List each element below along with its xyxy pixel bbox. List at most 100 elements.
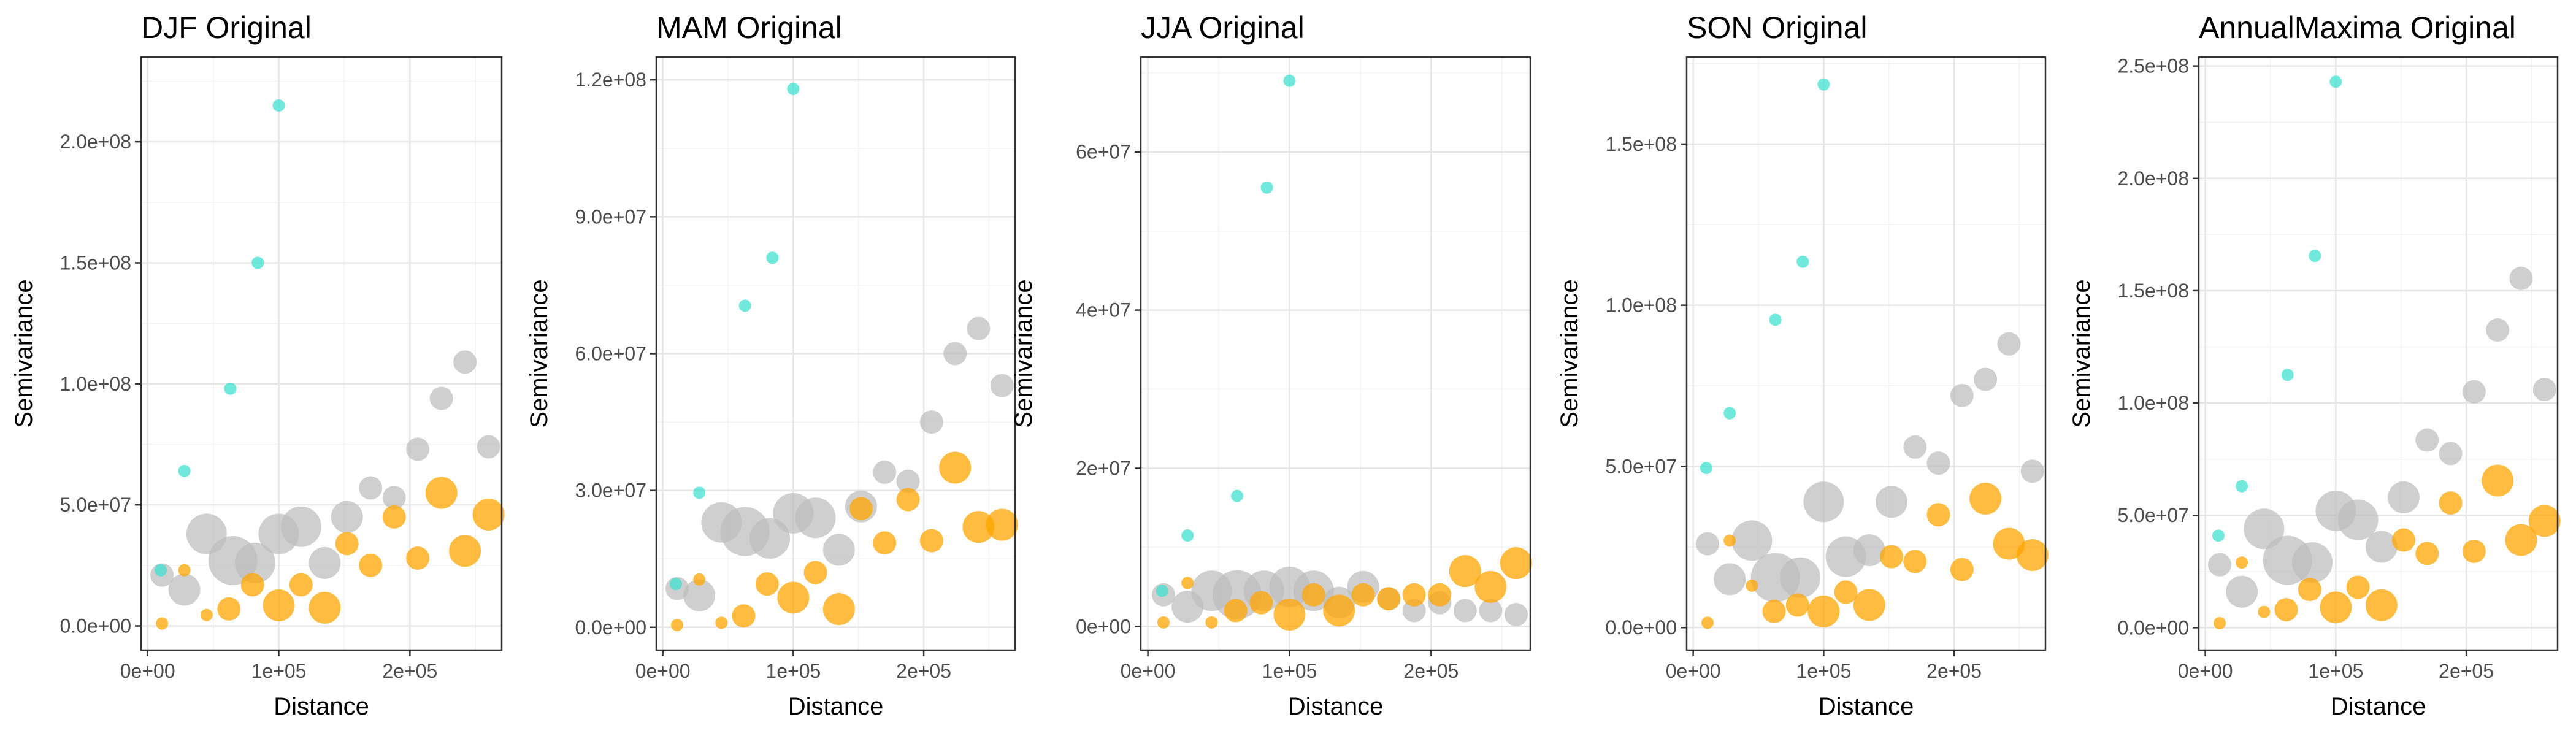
y-tick-label: 1.5e+08 — [59, 251, 131, 274]
orange-point — [240, 573, 264, 597]
y-tick-label: 2.0e+08 — [59, 131, 131, 153]
orange-point — [335, 532, 359, 556]
panel-5: 0e+00 1e+05 2e+05 0.0e+00 5.0e+07 1.0e+08 1.5e… — [2068, 10, 2561, 720]
orange-point — [2236, 556, 2248, 569]
panel-title: DJF Original — [141, 10, 312, 45]
orange-point — [425, 477, 458, 509]
y-tick-label: 1.5e+08 — [2117, 280, 2189, 302]
gray-point — [943, 342, 967, 366]
y-axis-title: Semivariance — [10, 279, 37, 427]
y-axis-title: Semivariance — [1556, 279, 1583, 427]
gray-point — [1950, 383, 1974, 407]
x-tick-label: 0e+00 — [1666, 660, 1721, 682]
gray-point — [406, 437, 430, 461]
orange-point — [896, 488, 920, 512]
gray-point — [280, 506, 321, 547]
x-tick-label: 2e+05 — [1403, 660, 1459, 682]
gray-point — [2415, 428, 2439, 452]
y-axis-title: Semivariance — [526, 279, 553, 427]
gray-point — [1453, 599, 1477, 623]
orange-point — [1273, 598, 1306, 631]
gray-point — [1479, 599, 1503, 623]
gray-point — [2244, 508, 2285, 550]
orange-point — [919, 529, 943, 553]
gray-point — [2365, 531, 2398, 563]
gray-point — [453, 350, 477, 374]
y-tick-label: 0.0e+00 — [1605, 616, 1677, 638]
orange-point — [755, 572, 779, 596]
x-tick-label: 0e+00 — [1121, 660, 1176, 682]
y-tick-label: 1.0e+08 — [2117, 392, 2189, 414]
gray-point — [896, 469, 920, 493]
orange-point — [1249, 591, 1273, 615]
orange-point — [671, 619, 684, 632]
x-tick-label: 1e+05 — [251, 660, 307, 682]
orange-point — [939, 451, 972, 484]
orange-point — [2505, 524, 2537, 556]
orange-point — [178, 564, 191, 577]
orange-point — [200, 608, 213, 621]
gray-point — [2337, 499, 2379, 540]
y-tick-label: 1.0e+08 — [59, 373, 131, 395]
cyan-point — [1817, 78, 1830, 91]
cyan-point — [2212, 529, 2225, 542]
orange-point — [1723, 534, 1736, 547]
orange-point — [1157, 616, 1170, 629]
panel-1: 0e+00 1e+05 2e+05 0.0e+00 5.0e+07 1.0e+08 1.5e… — [10, 10, 505, 720]
cyan-point — [738, 299, 751, 312]
gray-point — [2387, 481, 2420, 513]
orange-point — [2016, 539, 2049, 571]
orange-point — [2298, 578, 2321, 602]
x-tick-label: 1e+05 — [765, 660, 821, 682]
y-axis-title: Semivariance — [2068, 279, 2095, 427]
y-tick-label: 5.0e+07 — [1605, 455, 1677, 477]
gray-point — [1875, 486, 1907, 518]
y-tick-label: 2.0e+08 — [2117, 167, 2189, 190]
gray-point — [2532, 378, 2556, 402]
y-tick-label: 2.5e+08 — [2117, 55, 2189, 77]
gray-point — [873, 460, 897, 484]
orange-point — [156, 617, 169, 630]
plot-background — [1141, 57, 1530, 650]
orange-point — [2482, 464, 2514, 497]
panel-border — [140, 56, 503, 651]
x-tick-label: 2e+05 — [382, 660, 437, 682]
orange-point — [1428, 583, 1452, 607]
y-tick-label: 5.0e+07 — [2117, 504, 2189, 526]
gray-point — [2439, 442, 2463, 466]
orange-point — [1377, 587, 1401, 611]
orange-point — [2528, 505, 2561, 537]
panel-title: SON Original — [1687, 10, 1868, 45]
x-axis-title: Distance — [1288, 693, 1384, 720]
gray-point — [683, 579, 716, 611]
y-axis-title: Semivariance — [1010, 279, 1037, 427]
gray-point — [795, 497, 836, 539]
x-tick-label: 2e+05 — [1926, 660, 1982, 682]
orange-point — [1926, 503, 1950, 527]
orange-point — [382, 505, 406, 529]
orange-point — [1224, 599, 1248, 623]
orange-point — [2214, 617, 2226, 630]
cyan-point — [1231, 489, 1244, 502]
panel-title: JJA Original — [1141, 10, 1305, 45]
y-tick-label: 3.0e+07 — [575, 480, 646, 502]
y-tick-label: 0.0e+00 — [575, 616, 646, 638]
orange-point — [289, 573, 313, 597]
panel-3: 0e+00 1e+05 2e+05 0e+00 2e+07 4e+07 6e+07 JJA O… — [1010, 10, 1532, 720]
gray-point — [331, 500, 363, 533]
y-tick-label: 5.0e+07 — [59, 494, 131, 516]
gray-point — [2486, 318, 2510, 342]
y-tick-label: 6e+07 — [1076, 141, 1131, 163]
orange-point — [1785, 593, 1809, 617]
gray-point — [1997, 332, 2021, 356]
gray-point — [1903, 435, 1927, 459]
orange-point — [2258, 605, 2271, 618]
panel-title: AnnualMaxima Original — [2199, 10, 2516, 45]
cyan-point — [155, 564, 167, 577]
gray-point — [168, 573, 201, 606]
gray-point — [1803, 481, 1844, 523]
orange-point — [1746, 579, 1758, 592]
orange-point — [2346, 575, 2370, 599]
orange-point — [1950, 558, 1974, 581]
